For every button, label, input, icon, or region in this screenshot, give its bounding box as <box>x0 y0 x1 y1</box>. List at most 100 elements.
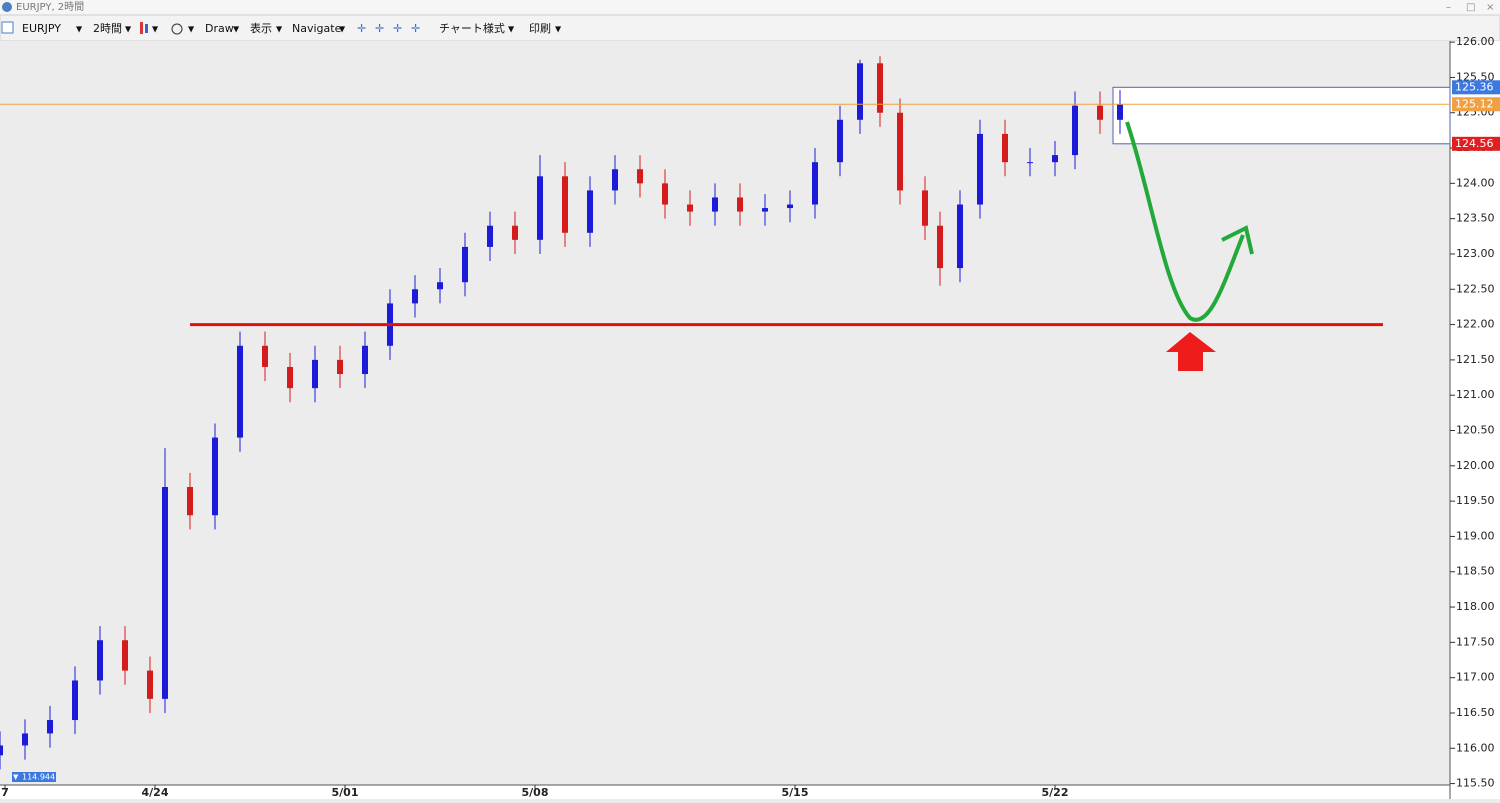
candle-body <box>812 162 818 205</box>
candle-body <box>122 640 128 671</box>
y-tick-label: 117.50 <box>1456 635 1495 648</box>
candle-body <box>97 640 103 681</box>
dropdown: ▼ <box>125 25 132 34</box>
y-tick-label: 125.50 <box>1456 70 1495 83</box>
candle-body <box>462 246 468 283</box>
chart-style-menu[interactable]: チャート様式 <box>439 21 505 35</box>
y-tick-label: 122.00 <box>1456 318 1495 331</box>
candle-body <box>22 733 28 746</box>
dropdown: ▼ <box>233 25 240 34</box>
candle-body <box>787 204 793 209</box>
y-tick-label: 123.00 <box>1456 247 1495 260</box>
candle-body <box>877 63 883 113</box>
price-tag-label: 125.12 <box>1455 97 1494 110</box>
candle-body <box>712 197 718 212</box>
draw-menu[interactable]: Draw <box>205 22 234 35</box>
candle-body <box>857 63 863 120</box>
candle-body <box>612 169 618 191</box>
candle-body <box>72 680 78 721</box>
y-tick-label: 116.50 <box>1456 706 1495 719</box>
candle-body <box>1097 105 1103 120</box>
candle-body <box>262 345 268 367</box>
plot-area <box>0 41 1450 785</box>
crosshair-tool[interactable]: ✛ <box>357 22 366 35</box>
candle-body <box>0 745 3 756</box>
candle-body <box>687 204 693 212</box>
x-tick-label: 7 <box>1 786 9 799</box>
candle-body <box>512 225 518 240</box>
close[interactable]: × <box>1486 2 1494 13</box>
symbol-select[interactable]: EURJPY <box>22 22 61 35</box>
x-tick-label: 5/08 <box>522 786 549 799</box>
low-marker <box>12 772 56 782</box>
y-tick-label: 119.50 <box>1456 494 1495 507</box>
candle-body <box>762 208 768 212</box>
y-tick-label: 118.50 <box>1456 565 1495 578</box>
candle-body <box>737 197 743 212</box>
price-tag-label: 125.36 <box>1455 80 1494 93</box>
x-tick-label: 4/24 <box>142 786 169 799</box>
y-tick-label: 116.00 <box>1456 741 1495 754</box>
candle-body <box>922 190 928 226</box>
dropdown: ▼ <box>188 25 195 34</box>
candle-body <box>337 359 343 375</box>
y-tick-label: 121.50 <box>1456 353 1495 366</box>
candle-body <box>637 169 643 184</box>
y-tick-label: 126.00 <box>1456 35 1495 48</box>
y-tick-label: 120.00 <box>1456 459 1495 472</box>
candle-body <box>1052 155 1058 163</box>
timeframe-select[interactable]: 2時間 <box>93 22 122 35</box>
candle-body <box>412 289 418 304</box>
candle-body <box>1002 133 1008 163</box>
dropdown: ▼ <box>555 25 562 34</box>
chart-icon <box>1 21 14 34</box>
crosshair-tool[interactable]: ✛ <box>411 22 420 35</box>
candle-body <box>287 366 293 389</box>
candle-body <box>47 720 53 734</box>
toolbar: EURJPY ▼ 2時間 ▼ ▼ ▼ Draw ▼ 表示 ▼ Navigate … <box>0 14 1500 42</box>
candle-body <box>897 112 903 191</box>
navigate-menu[interactable]: Navigate <box>292 22 342 35</box>
low-marker-arrow: ▼ <box>13 773 19 781</box>
candle-body <box>212 437 218 516</box>
minimize[interactable]: – <box>1446 2 1451 13</box>
x-tick-label: 5/15 <box>782 786 809 799</box>
candle-body <box>147 670 153 699</box>
crosshair-tool[interactable]: ✛ <box>375 22 384 35</box>
y-tick-label: 119.00 <box>1456 529 1495 542</box>
candle-body <box>957 204 963 269</box>
candle-body <box>162 487 168 699</box>
circle-tool[interactable] <box>171 23 183 35</box>
price-tag <box>1452 97 1500 112</box>
forecast-curve <box>1125 121 1245 322</box>
view-menu[interactable]: 表示 <box>250 21 272 35</box>
y-tick-label: 118.00 <box>1456 600 1495 613</box>
y-tick-label: 120.50 <box>1456 424 1495 437</box>
range-box <box>1112 86 1451 145</box>
low-marker-label: 114.944 <box>22 773 55 782</box>
maximize[interactable]: □ <box>1466 2 1475 13</box>
y-tick-label: 122.50 <box>1456 282 1495 295</box>
candle-icon[interactable] <box>140 22 143 34</box>
date-axis <box>0 785 1450 799</box>
dropdown: ▼ <box>276 25 283 34</box>
x-tick-label: 5/01 <box>332 786 359 799</box>
candle-body <box>437 282 443 290</box>
candle-body <box>1027 162 1033 164</box>
dropdown: ▼ <box>76 25 83 34</box>
price-tag <box>1452 136 1500 151</box>
toolbar-bg <box>0 14 1500 42</box>
dropdown: ▼ <box>339 25 346 34</box>
crosshair-tool[interactable]: ✛ <box>393 22 402 35</box>
candle-body <box>1072 105 1078 156</box>
candle-body <box>562 176 568 233</box>
candle-body <box>237 345 243 438</box>
print-menu[interactable]: 印刷 <box>529 22 551 35</box>
price-tag-label: 124.56 <box>1455 137 1494 150</box>
up-arrow <box>1166 332 1216 371</box>
price-tag <box>1452 80 1500 95</box>
x-tick-label: 5/22 <box>1042 786 1069 799</box>
forecast-arrowhead <box>1221 225 1254 255</box>
candle-body <box>977 133 983 205</box>
